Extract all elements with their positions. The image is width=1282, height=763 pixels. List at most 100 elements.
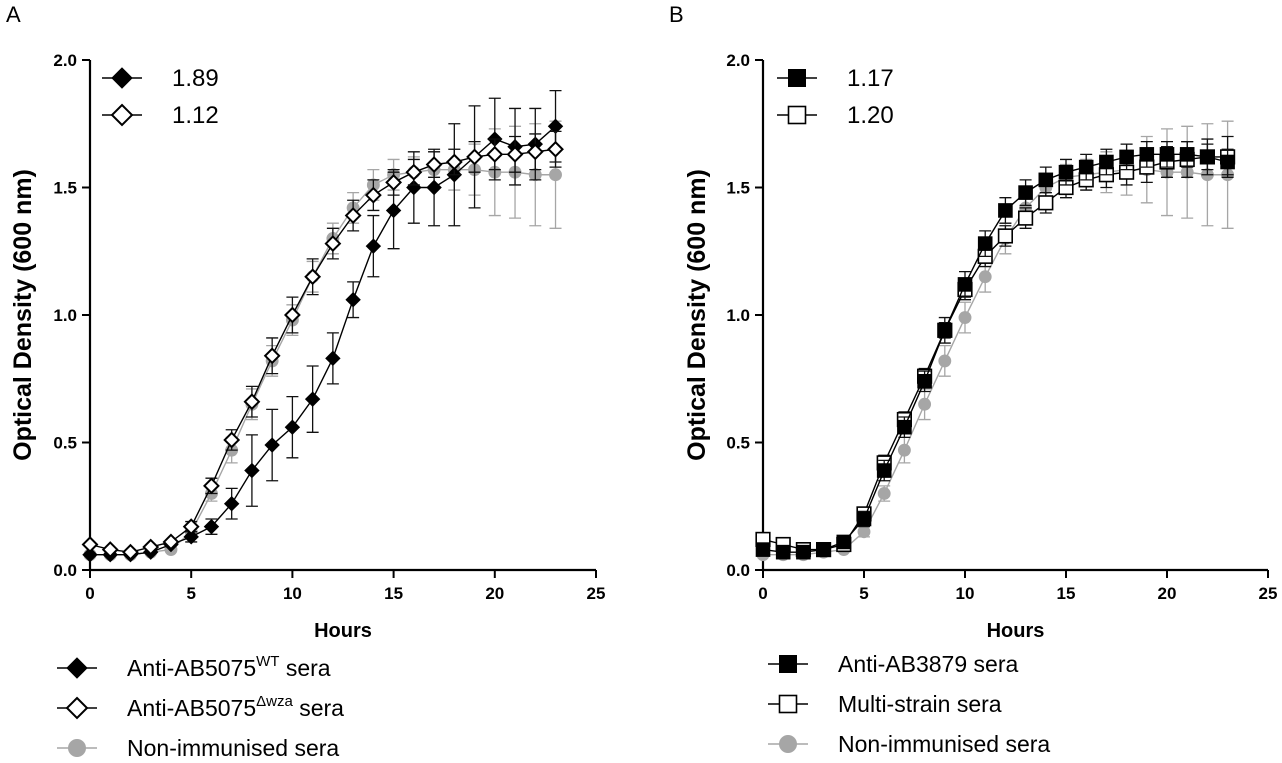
data-point — [816, 542, 831, 557]
data-point — [223, 431, 241, 449]
y-tick-label: 2.0 — [53, 51, 77, 70]
data-point — [365, 238, 382, 254]
data-point — [958, 311, 972, 324]
data-point — [244, 462, 260, 479]
data-point — [81, 536, 99, 553]
inset-legend-value: 1.12 — [172, 102, 219, 129]
x-tick-label: 5 — [859, 584, 868, 603]
data-point — [877, 487, 891, 500]
legend-label: Anti-AB3879 sera — [838, 651, 1018, 677]
data-point — [1099, 154, 1114, 170]
inset-legend-value: 1.20 — [847, 102, 894, 129]
data-point — [836, 534, 852, 550]
x-tick-label: 25 — [587, 584, 606, 603]
data-point — [1159, 147, 1175, 162]
panel-label: B — [669, 2, 684, 27]
data-point — [243, 393, 261, 411]
data-point — [284, 419, 301, 435]
data-point — [998, 203, 1013, 218]
legend-marker — [66, 657, 88, 679]
data-point — [897, 419, 912, 435]
data-point — [917, 374, 932, 389]
data-point — [426, 179, 442, 196]
x-tick-label: 20 — [1158, 584, 1177, 603]
data-point — [997, 228, 1013, 244]
data-point — [203, 477, 220, 495]
data-point — [445, 153, 463, 171]
data-point — [466, 148, 483, 166]
legend-marker — [788, 69, 806, 87]
y-tick-label: 0.5 — [53, 434, 77, 453]
data-point — [385, 202, 402, 219]
legend-marker — [65, 696, 89, 720]
data-point — [1038, 172, 1054, 188]
data-point — [937, 323, 953, 338]
data-point — [283, 306, 301, 324]
legend-label: Anti-AB5075Δwza sera — [127, 693, 344, 721]
legend-marker — [779, 655, 797, 673]
x-tick-label: 0 — [85, 584, 94, 603]
legend-marker — [111, 67, 133, 89]
panel-b: B 0.0 0.5 1.0 1.5 2.0 0 5 10 15 20 25 Hours Optical D… — [669, 2, 1277, 757]
y-axis-label: Optical Density (600 nm) — [9, 169, 37, 461]
series-2 — [81, 130, 564, 561]
data-point — [1179, 147, 1195, 162]
series-line — [90, 168, 556, 556]
data-point — [304, 391, 321, 407]
data-point — [1200, 149, 1215, 165]
data-point — [856, 511, 872, 527]
data-point — [549, 168, 562, 182]
data-point — [122, 543, 139, 561]
data-point — [182, 518, 200, 536]
data-point — [425, 156, 443, 173]
data-point — [203, 518, 220, 535]
y-tick-label: 1.0 — [53, 306, 77, 325]
y-tick-label: 1.5 — [726, 179, 750, 198]
y-tick-label: 0.5 — [726, 434, 750, 453]
x-tick-label: 10 — [956, 584, 975, 603]
data-point — [1078, 159, 1094, 175]
x-tick-label: 20 — [485, 584, 504, 603]
data-point — [263, 347, 281, 365]
legend-item: Non-immunised sera — [768, 731, 1050, 757]
legend-label: Non-immunised sera — [838, 731, 1050, 757]
series-0 — [83, 120, 562, 562]
x-tick-label: 0 — [758, 584, 767, 603]
inset-legend-item: 1.17 — [777, 65, 894, 92]
y-tick-label: 1.0 — [726, 306, 750, 325]
inset-legend-value: 1.89 — [172, 65, 219, 92]
legend-label: Non-immunised sera — [127, 735, 339, 761]
data-point — [547, 140, 564, 158]
data-point — [325, 350, 341, 367]
data-point — [364, 186, 382, 204]
data-point — [183, 529, 199, 545]
panel-label: A — [6, 2, 21, 27]
legend-item: Anti-AB3879 sera — [768, 651, 1018, 677]
data-point — [918, 397, 932, 411]
x-tick-label: 5 — [186, 584, 195, 603]
data-point — [344, 207, 362, 224]
y-tick-label: 0.0 — [726, 561, 750, 580]
legend-item: Anti-AB5075WT sera — [57, 653, 331, 681]
data-point — [82, 546, 98, 563]
data-point — [876, 463, 892, 478]
data-point — [526, 143, 544, 161]
y-tick-label: 2.0 — [726, 51, 750, 70]
inset-legend-item: 1.12 — [102, 102, 219, 129]
data-point — [142, 538, 160, 556]
x-tick-label: 15 — [1057, 584, 1076, 603]
x-axis-label: Hours — [987, 620, 1045, 642]
legend-marker — [778, 694, 798, 714]
x-axis-label: Hours — [314, 620, 372, 642]
data-point — [324, 235, 342, 253]
data-point — [977, 236, 993, 251]
data-point — [796, 544, 811, 560]
series-0 — [756, 120, 1235, 562]
data-point — [101, 541, 119, 559]
data-point — [304, 268, 322, 286]
data-point — [775, 544, 791, 560]
inset-legend-item: 1.89 — [102, 65, 219, 92]
series-2 — [755, 140, 1235, 560]
y-tick-label: 1.5 — [53, 179, 77, 198]
